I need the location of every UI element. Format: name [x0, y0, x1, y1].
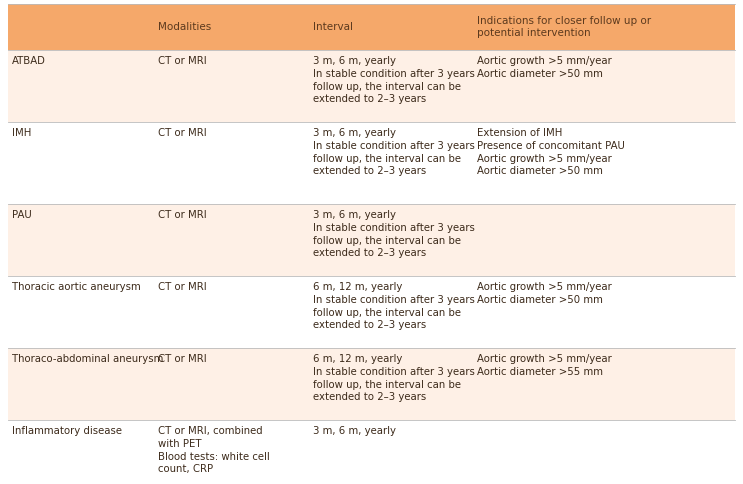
Text: 3 m, 6 m, yearly: 3 m, 6 m, yearly	[313, 426, 396, 436]
Text: Thoraco-abdominal aneurysm: Thoraco-abdominal aneurysm	[12, 354, 163, 364]
Text: 6 m, 12 m, yearly
In stable condition after 3 years
follow up, the interval can : 6 m, 12 m, yearly In stable condition af…	[313, 354, 475, 402]
Text: ATBAD: ATBAD	[12, 56, 46, 66]
Text: Aortic growth >5 mm/year
Aortic diameter >55 mm: Aortic growth >5 mm/year Aortic diameter…	[477, 354, 611, 377]
Text: Thoracic aortic aneurysm: Thoracic aortic aneurysm	[12, 282, 140, 292]
Bar	[8, 276, 735, 348]
Text: CT or MRI: CT or MRI	[158, 128, 207, 138]
Bar	[8, 50, 735, 122]
Text: Interval: Interval	[313, 22, 353, 32]
Bar	[8, 420, 735, 484]
Bar	[8, 348, 735, 420]
Bar	[8, 122, 735, 204]
Text: 6 m, 12 m, yearly
In stable condition after 3 years
follow up, the interval can : 6 m, 12 m, yearly In stable condition af…	[313, 282, 475, 331]
Text: CT or MRI: CT or MRI	[158, 282, 207, 292]
Text: Extension of IMH
Presence of concomitant PAU
Aortic growth >5 mm/year
Aortic dia: Extension of IMH Presence of concomitant…	[477, 128, 625, 176]
Text: CT or MRI: CT or MRI	[158, 210, 207, 220]
Text: 3 m, 6 m, yearly
In stable condition after 3 years
follow up, the interval can b: 3 m, 6 m, yearly In stable condition aft…	[313, 56, 475, 105]
Text: 3 m, 6 m, yearly
In stable condition after 3 years
follow up, the interval can b: 3 m, 6 m, yearly In stable condition aft…	[313, 210, 475, 258]
Text: Inflammatory disease: Inflammatory disease	[12, 426, 122, 436]
Bar	[8, 204, 735, 276]
Text: Indications for closer follow up or
potential intervention: Indications for closer follow up or pote…	[477, 15, 651, 38]
Text: CT or MRI, combined
with PET
Blood tests: white cell
count, CRP: CT or MRI, combined with PET Blood tests…	[158, 426, 270, 474]
Text: 3 m, 6 m, yearly
In stable condition after 3 years
follow up, the interval can b: 3 m, 6 m, yearly In stable condition aft…	[313, 128, 475, 176]
Text: CT or MRI: CT or MRI	[158, 354, 207, 364]
Text: PAU: PAU	[12, 210, 32, 220]
Text: Aortic growth >5 mm/year
Aortic diameter >50 mm: Aortic growth >5 mm/year Aortic diameter…	[477, 282, 611, 305]
Text: Modalities: Modalities	[158, 22, 211, 32]
Bar	[8, 4, 735, 50]
Text: Aortic growth >5 mm/year
Aortic diameter >50 mm: Aortic growth >5 mm/year Aortic diameter…	[477, 56, 611, 79]
Text: IMH: IMH	[12, 128, 31, 138]
Text: CT or MRI: CT or MRI	[158, 56, 207, 66]
